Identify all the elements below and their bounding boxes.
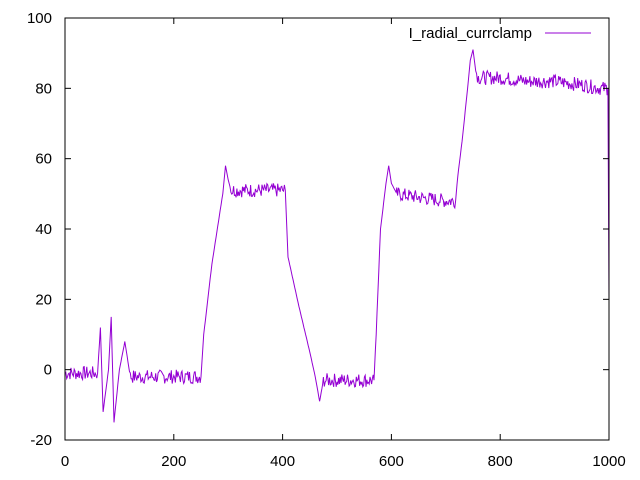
y-tick-label: 80 xyxy=(35,80,52,97)
y-tick-label: -20 xyxy=(30,432,52,449)
x-tick-label: 1000 xyxy=(592,453,625,470)
x-tick-label: 400 xyxy=(270,453,295,470)
y-tick-label: 100 xyxy=(27,10,52,27)
x-tick-label: 200 xyxy=(161,453,186,470)
legend: I_radial_currclamp xyxy=(409,25,591,42)
y-tick-label: 60 xyxy=(35,151,52,168)
y-tick-label: 20 xyxy=(35,291,52,308)
x-tick-label: 800 xyxy=(488,453,513,470)
x-tick-label: 600 xyxy=(379,453,404,470)
x-tick-label: 0 xyxy=(61,453,69,470)
y-tick-label: 0 xyxy=(44,362,52,379)
y-tick-label: 40 xyxy=(35,221,52,238)
axes: 0 200 400 600 800 1000 -20 0 20 40 60 80 100 xyxy=(27,10,626,470)
plot-area xyxy=(64,49,610,423)
series-line xyxy=(64,49,610,423)
legend-label: I_radial_currclamp xyxy=(409,25,532,42)
